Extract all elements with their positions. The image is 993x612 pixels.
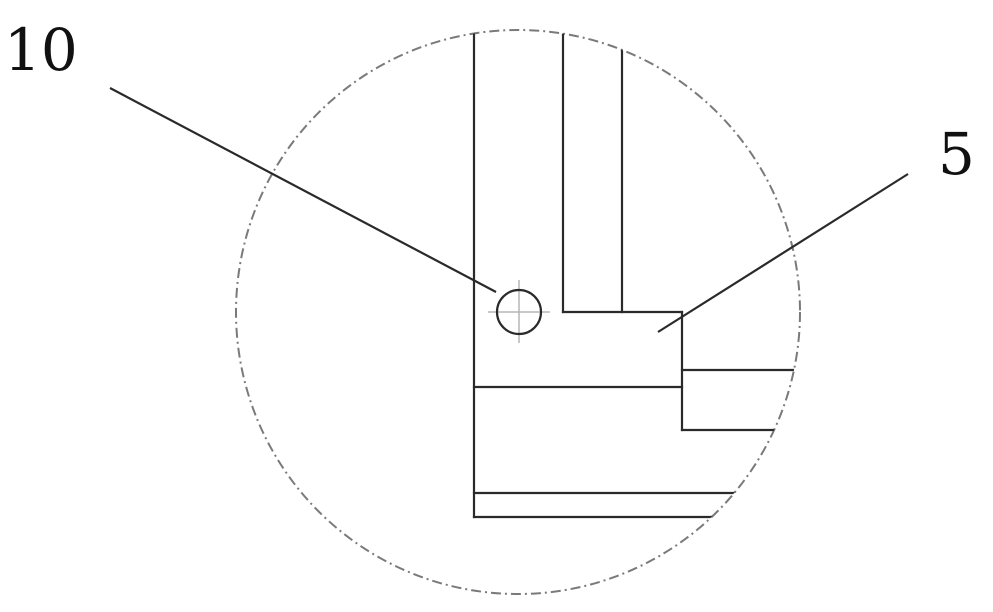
label-part-5: 5 <box>938 120 975 188</box>
label-part-10: 10 <box>4 16 78 84</box>
leader-line-10 <box>109 87 497 293</box>
leader-line-5 <box>657 173 909 333</box>
detail-boundary-circle <box>235 29 801 595</box>
hole-feature <box>488 280 550 343</box>
hole-circle <box>495 288 543 336</box>
